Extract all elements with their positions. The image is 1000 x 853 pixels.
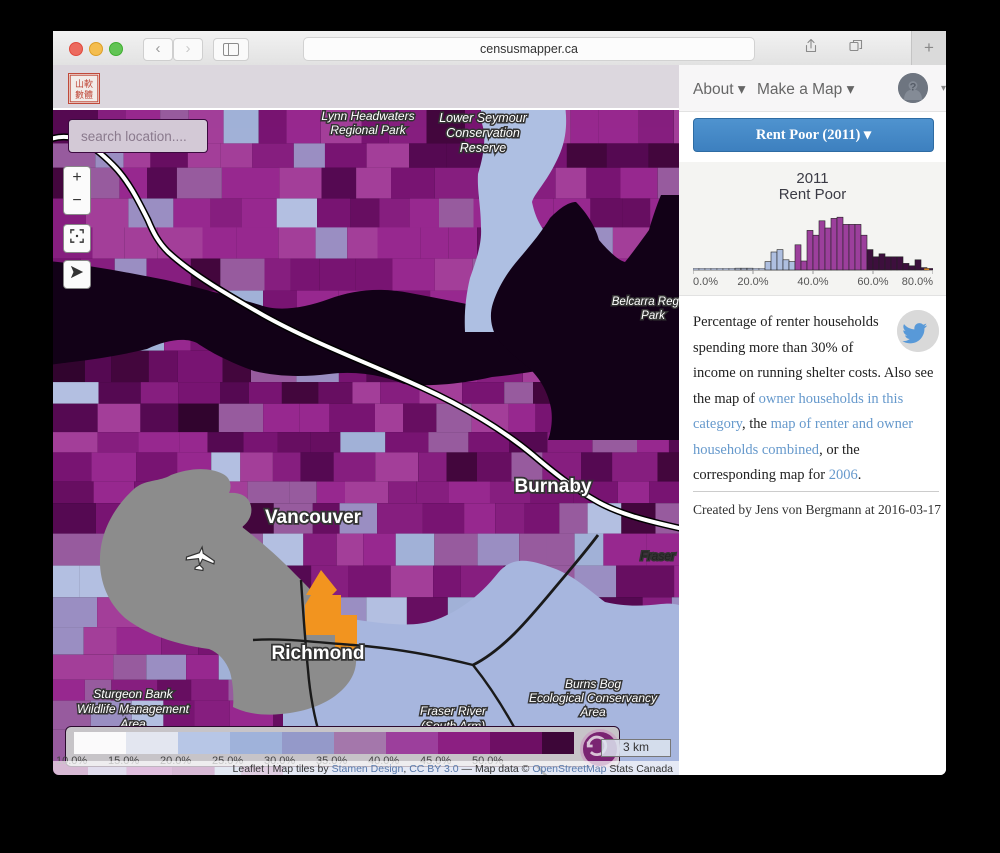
- svg-text:Richmond: Richmond: [272, 643, 365, 664]
- svg-text:數體: 數體: [75, 89, 93, 100]
- svg-text:Park: Park: [641, 310, 666, 322]
- svg-text:Belcarra Region: Belcarra Region: [612, 296, 679, 308]
- svg-text:Vancouver: Vancouver: [265, 507, 362, 528]
- svg-text:Ecological Conservancy: Ecological Conservancy: [529, 691, 658, 705]
- svg-text:Lower Seymour: Lower Seymour: [439, 111, 527, 125]
- svg-text:Area: Area: [579, 705, 606, 719]
- svg-text:Conservation: Conservation: [446, 126, 520, 140]
- svg-text:Wildlife Management: Wildlife Management: [77, 702, 190, 716]
- svg-text:?: ?: [910, 82, 917, 94]
- svg-text:40.0%: 40.0%: [797, 276, 828, 288]
- svg-text:60.0%: 60.0%: [857, 276, 888, 288]
- svg-text:Reserve: Reserve: [460, 141, 507, 155]
- svg-text:Burns Bog: Burns Bog: [565, 677, 621, 691]
- svg-text:Lynn Headwaters: Lynn Headwaters: [321, 110, 414, 123]
- svg-text:20.0%: 20.0%: [737, 276, 768, 288]
- svg-text:80.0%: 80.0%: [902, 276, 933, 288]
- svg-text:0.0%: 0.0%: [693, 276, 718, 288]
- svg-text:Fraser: Fraser: [640, 549, 676, 563]
- svg-text:Burnaby: Burnaby: [514, 476, 592, 497]
- svg-text:山軟: 山軟: [75, 78, 93, 89]
- svg-text:Sturgeon Bank: Sturgeon Bank: [93, 687, 173, 701]
- svg-text:Regional Park: Regional Park: [330, 123, 406, 137]
- svg-text:Fraser River: Fraser River: [420, 704, 487, 718]
